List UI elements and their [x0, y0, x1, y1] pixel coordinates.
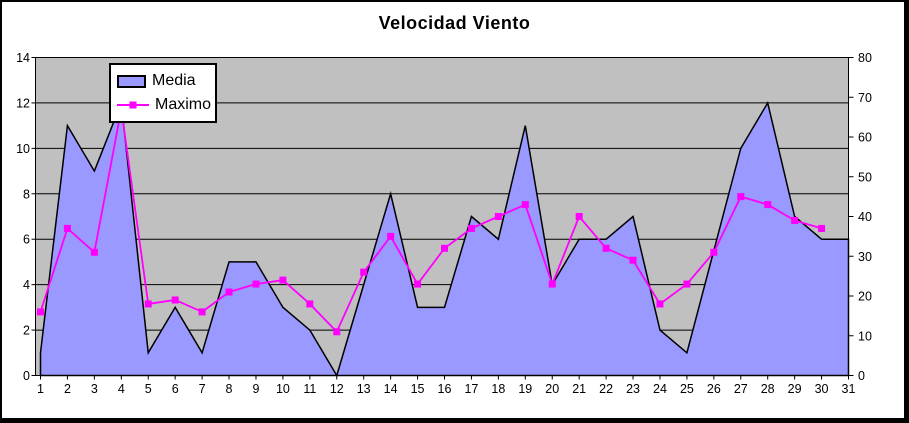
x-axis-tick-label: 3 — [91, 382, 98, 396]
x-axis-tick-label: 21 — [572, 382, 586, 396]
right-axis-tick-label: 60 — [858, 131, 872, 145]
x-axis-tick-label: 6 — [172, 382, 179, 396]
x-axis-tick-label: 11 — [303, 382, 316, 396]
x-axis-tick-label: 12 — [330, 382, 344, 396]
maximo-line-series — [39, 109, 822, 334]
maximo-marker — [602, 244, 610, 252]
maximo-marker — [171, 296, 179, 304]
left-axis-tick-label: 12 — [16, 96, 30, 110]
maximo-marker — [63, 224, 71, 232]
legend-label-maximo: Maximo — [155, 96, 212, 113]
right-axis-tick-label: 80 — [858, 51, 872, 65]
maximo-marker — [279, 276, 287, 284]
maximo-marker — [360, 268, 368, 276]
right-axis-tick-label: 20 — [858, 290, 872, 304]
maximo-marker — [252, 280, 260, 288]
x-axis-tick-label: 13 — [357, 382, 371, 396]
maximo-marker — [306, 300, 314, 308]
x-axis-tick-label: 15 — [411, 382, 425, 396]
media-area-swatch — [117, 74, 146, 88]
maximo-marker — [791, 216, 799, 224]
x-axis-tick-label: 2 — [64, 382, 71, 396]
x-axis-tick-label: 14 — [384, 382, 398, 396]
x-axis-tick-label: 23 — [626, 382, 640, 396]
x-axis-tick-label: 20 — [545, 382, 559, 396]
right-axis-tick-label: 30 — [858, 250, 872, 264]
maximo-marker — [683, 280, 691, 288]
legend-entry-media: Media — [117, 73, 215, 89]
maximo-marker — [629, 256, 637, 264]
right-axis-tick-label: 0 — [858, 369, 865, 383]
maximo-marker — [333, 328, 341, 336]
x-axis-tick-label: 8 — [226, 382, 233, 396]
right-axis-tick-label: 10 — [858, 329, 872, 343]
x-axis-tick-label: 19 — [518, 382, 532, 396]
x-axis-tick-label: 4 — [118, 382, 125, 396]
maximo-marker — [818, 224, 826, 232]
maximo-marker — [575, 213, 583, 220]
x-axis-tick-label: 27 — [734, 382, 748, 396]
maximo-marker — [90, 248, 98, 256]
maximo-marker — [37, 308, 44, 316]
maximo-marker — [198, 308, 206, 316]
right-axis-tick-label: 50 — [858, 170, 872, 184]
maximo-line-swatch — [117, 101, 149, 109]
left-axis-tick-label: 6 — [23, 233, 30, 247]
right-axis-tick-label: 40 — [858, 210, 872, 224]
media-area-series — [39, 100, 850, 378]
x-axis-tick-label: 5 — [145, 382, 152, 396]
chart-title: Velocidad Viento — [378, 13, 531, 33]
maximo-marker — [764, 201, 772, 209]
left-axis-tick-label: 8 — [23, 187, 30, 201]
maximo-marker — [656, 300, 664, 308]
x-axis-tick-label: 7 — [199, 382, 206, 396]
legend-entry-maximo: Maximo — [117, 97, 215, 113]
x-axis-tick-label: 29 — [788, 382, 802, 396]
maximo-marker — [737, 193, 745, 201]
maximo-marker — [225, 288, 233, 296]
x-axis-tick-label: 16 — [438, 382, 452, 396]
maximo-marker — [414, 280, 422, 288]
x-axis-tick-label: 24 — [653, 382, 667, 396]
x-axis-tick-label: 31 — [842, 382, 856, 396]
x-axis-tick-label: 25 — [680, 382, 694, 396]
x-axis-tick-label: 9 — [252, 382, 259, 396]
left-axis-tick-label: 2 — [23, 324, 30, 338]
maximo-marker — [548, 280, 556, 288]
x-axis-tick-label: 22 — [599, 382, 613, 396]
legend: Media Maximo — [109, 63, 217, 123]
x-axis-tick-label: 18 — [491, 382, 505, 396]
maximo-marker — [710, 248, 718, 256]
left-axis-tick-label: 14 — [16, 51, 30, 65]
left-axis-tick-label: 4 — [23, 278, 30, 292]
left-axis-tick-label: 10 — [16, 142, 30, 156]
maximo-marker — [521, 201, 529, 209]
x-axis-tick-label: 28 — [761, 382, 775, 396]
maximo-marker — [467, 224, 475, 232]
x-axis-tick-label: 10 — [276, 382, 290, 396]
x-axis-tick-label: 17 — [464, 382, 478, 396]
legend-label-media: Media — [152, 72, 196, 89]
left-axis-tick-label: 0 — [23, 369, 30, 383]
x-axis-tick-label: 1 — [37, 382, 44, 396]
x-axis-tick-label: 26 — [707, 382, 721, 396]
maximo-marker — [144, 300, 152, 308]
x-axis-tick-label: 30 — [815, 382, 829, 396]
maximo-marker — [387, 232, 395, 240]
right-axis-tick-label: 70 — [858, 91, 872, 105]
maximo-marker — [494, 213, 502, 220]
maximo-marker-icon — [129, 101, 137, 109]
maximo-marker — [441, 244, 448, 252]
